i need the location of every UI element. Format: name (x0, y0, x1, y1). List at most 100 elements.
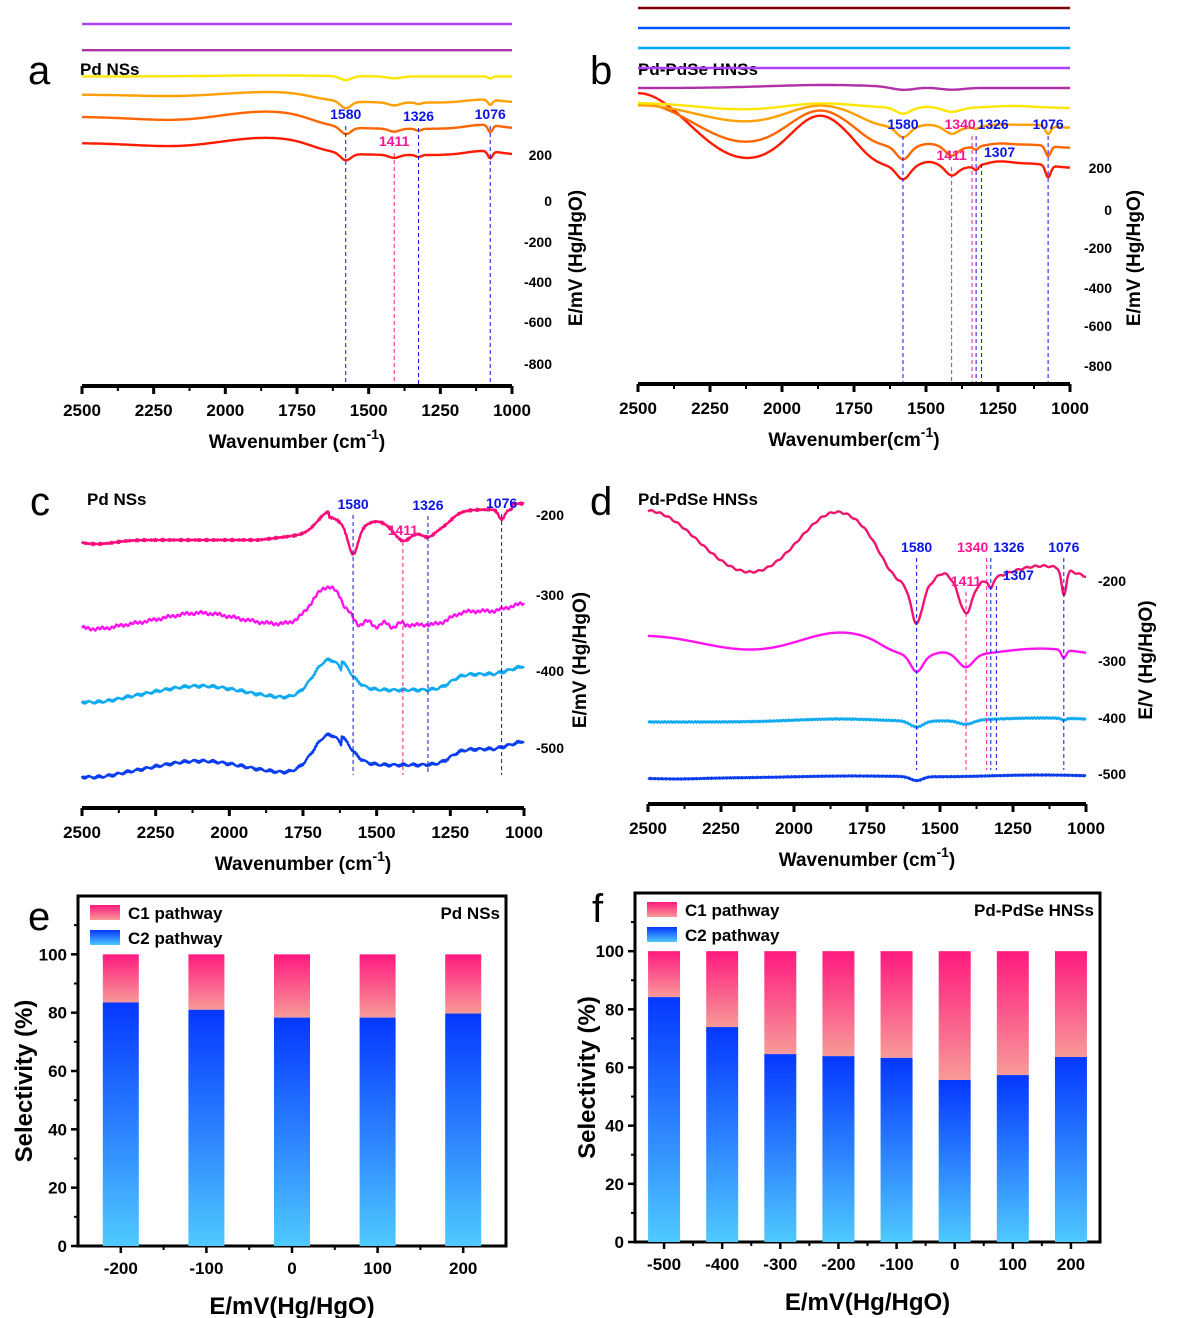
spectrum-line--100mV (81, 74, 513, 82)
bar-c2-200 (445, 1013, 482, 1246)
x-axis-label-main: Wavenumber (cm (779, 850, 937, 871)
panel-d-title: Pd-PdSe HNSs (638, 490, 758, 509)
bar-c2-0 (274, 1017, 310, 1246)
bar-c2--500 (648, 997, 681, 1242)
spectrum-line-100mV (637, 101, 1071, 161)
peak-label-1076: 1076 (486, 495, 517, 511)
x-tick-label: 0 (287, 1259, 296, 1278)
x-tick-label: 2000 (210, 823, 248, 842)
potential-label: -400 (524, 274, 552, 290)
panel-b-title: Pd-PdSe HNSs (638, 60, 758, 79)
x-axis-label: E/mV(Hg/HgO) (785, 1289, 950, 1316)
potential-label: -400 (1084, 280, 1112, 296)
spectrum-line--100mV (637, 102, 1071, 115)
bar-c1--200 (822, 951, 855, 1057)
bar-c1--300 (764, 951, 797, 1055)
peak-label-1326: 1326 (412, 497, 443, 513)
x-tick-label: 1000 (505, 823, 543, 842)
x-tick-label: 1250 (994, 819, 1032, 838)
bar-c1-100 (996, 951, 1029, 1076)
x-tick-label: -500 (647, 1255, 681, 1274)
panel-c-title: Pd NSs (87, 490, 147, 509)
potential-label: -600 (1084, 318, 1112, 334)
y-tick-label: 20 (605, 1175, 624, 1194)
panel-letter-f: f (592, 887, 604, 931)
x-tick-label: -100 (880, 1255, 914, 1274)
potential-label: 0 (544, 193, 552, 209)
bar-c2--200 (822, 1056, 855, 1242)
x-axis-label: Wavenumber (cm-1) (215, 848, 391, 875)
x-tick-label: 100 (999, 1255, 1027, 1274)
x-tick-label: 1000 (1051, 399, 1089, 418)
x-axis-label-sup: -1 (936, 844, 949, 860)
x-axis-label-close: ) (933, 430, 939, 451)
x-tick-label: 2500 (63, 823, 101, 842)
x-tick-label: 0 (950, 1255, 959, 1274)
bar-c2-200 (1054, 1057, 1087, 1242)
x-tick-label: 1000 (1067, 819, 1105, 838)
peak-label-1326: 1326 (978, 116, 1009, 132)
potential-label: -300 (1098, 653, 1126, 669)
spectrum-line-200mV (81, 136, 513, 162)
x-tick-label: 2500 (63, 401, 101, 420)
x-axis-label-close: ) (949, 850, 955, 871)
panel-e-selectivity-bars: -200 -100 0 100 200 0 20 40 60 80 100 C1 pathway C2 … (11, 894, 508, 1318)
bar-c2--100 (188, 1009, 225, 1246)
x-tick-label: 1500 (921, 819, 959, 838)
y-tick-label: 20 (48, 1179, 67, 1198)
potential-label: -200 (1084, 240, 1112, 256)
legend-label-c2: C2 pathway (128, 929, 223, 948)
x-tick-label: 2250 (702, 819, 740, 838)
x-tick-label: -200 (821, 1255, 855, 1274)
x-axis-label: E/mV(Hg/HgO) (209, 1293, 374, 1318)
peak-label-1076: 1076 (475, 106, 506, 122)
x-tick-label: 1500 (350, 401, 388, 420)
x-tick-label: 1250 (431, 823, 469, 842)
peak-label-1076: 1076 (1033, 116, 1064, 132)
potential-label: 200 (1089, 160, 1113, 176)
x-axis-label-sup: -1 (366, 426, 379, 442)
panel-letter-b: b (590, 49, 612, 93)
peak-label-1580: 1580 (338, 496, 369, 512)
bar-c2-0 (938, 1080, 971, 1242)
y-tick-label: 0 (58, 1237, 67, 1256)
spectrum-line-100mV (81, 110, 513, 136)
bar-c1--100 (880, 951, 913, 1058)
spectrum-line--200mV (647, 509, 1087, 625)
peak-label-1411: 1411 (388, 522, 419, 538)
y-axis-label: E/V (Hg/HgO) (1136, 600, 1157, 719)
panel-letter-c: c (30, 480, 50, 524)
spectrum-line--500mV (647, 773, 1087, 783)
peak-label-1411: 1411 (379, 133, 410, 149)
spectrum-line--500mV (80, 732, 525, 780)
bar-c1--200 (102, 954, 139, 1003)
x-axis-label-main: Wavenumber(cm (768, 430, 920, 451)
spectrum-line-0mV (81, 90, 513, 110)
panel-letter-a: a (28, 49, 51, 93)
x-tick-label: 1250 (421, 401, 459, 420)
y-axis-label: Selectivity (%) (574, 996, 601, 1159)
x-axis-label-sup: -1 (921, 424, 934, 440)
x-axis-label-sup: -1 (372, 848, 385, 864)
x-axis-label-main: Wavenumber (cm (209, 432, 367, 453)
x-tick-label: -200 (104, 1259, 138, 1278)
peak-label-1076: 1076 (1048, 539, 1079, 555)
peak-label-1580: 1580 (330, 106, 361, 122)
spectrum-line--300mV (647, 631, 1087, 673)
panel-title: Pd NSs (440, 904, 500, 923)
x-axis-label-main: Wavenumber (cm (215, 854, 373, 875)
peak-label-1340: 1340 (957, 539, 988, 555)
panel-letter-e: e (28, 895, 50, 939)
bar-c1-0 (274, 954, 310, 1018)
y-tick-label: 100 (596, 942, 624, 961)
potential-label: -800 (1084, 358, 1112, 374)
x-tick-label: 2000 (775, 819, 813, 838)
x-axis-label-close: ) (385, 854, 391, 875)
spectrum-line--200mV (80, 501, 525, 556)
panel-c-ir-spectra: 1580 1411 1326 1076 2500 2250 2000 1750 1500 1250… (63, 495, 591, 875)
bar-c2--100 (880, 1057, 913, 1242)
x-tick-label: 100 (363, 1259, 391, 1278)
peak-label-1580: 1580 (901, 539, 932, 555)
panel-a-title: Pd NSs (80, 60, 140, 79)
